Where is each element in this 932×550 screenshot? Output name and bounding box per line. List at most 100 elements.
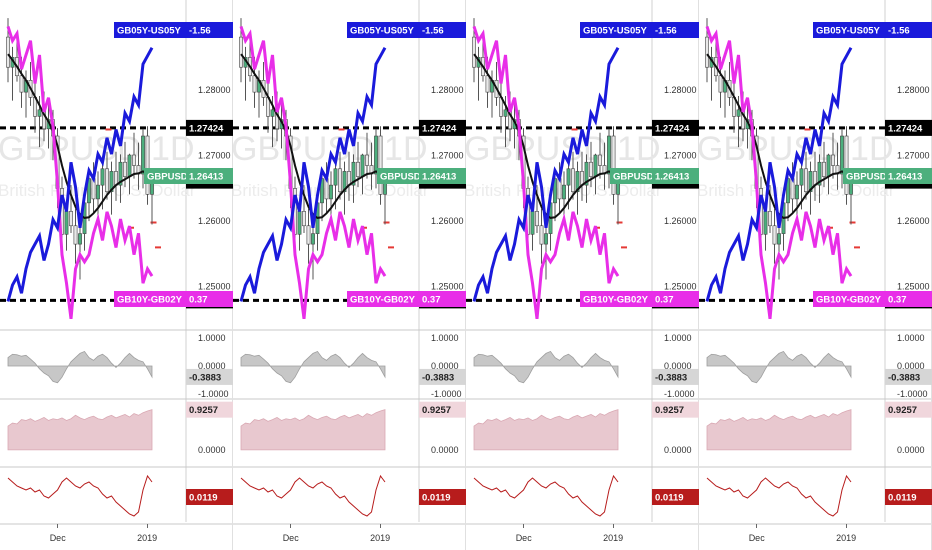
- osc1-area: [240, 350, 386, 384]
- candle-body-up: [530, 211, 535, 235]
- tag-gb05y-us05y-name: GB05Y-US05Y: [816, 26, 881, 37]
- candle[interactable]: [141, 128, 145, 189]
- candle[interactable]: [840, 128, 844, 189]
- candle[interactable]: [10, 46, 15, 101]
- candle[interactable]: [611, 126, 616, 205]
- candle[interactable]: [598, 132, 602, 179]
- tag-gbpusd-name-bg: [610, 168, 652, 184]
- candle[interactable]: [266, 81, 270, 133]
- candle[interactable]: [28, 61, 33, 106]
- candle[interactable]: [607, 128, 611, 189]
- candle[interactable]: [732, 81, 736, 133]
- osc1-tick-label: 0.0000: [664, 361, 692, 371]
- tag-gbpusd-value: 1.26413: [888, 172, 922, 183]
- candle[interactable]: [499, 81, 503, 133]
- series-gb10y-gb02y: [6, 25, 154, 320]
- candle[interactable]: [306, 208, 311, 264]
- osc1-area: [473, 350, 619, 384]
- candle-body-down: [73, 225, 78, 245]
- candle[interactable]: [584, 154, 589, 203]
- candle[interactable]: [571, 151, 575, 200]
- candle[interactable]: [804, 151, 808, 200]
- candle[interactable]: [494, 61, 499, 106]
- candle[interactable]: [78, 217, 82, 280]
- candle[interactable]: [808, 161, 813, 215]
- osc2-tick-label: 0.0000: [431, 445, 459, 455]
- tag-gb05y-us05y-name: GB05Y-US05Y: [117, 26, 182, 37]
- candle[interactable]: [709, 46, 714, 101]
- price-tick-label: 1.25000: [664, 282, 697, 292]
- candle[interactable]: [73, 208, 78, 264]
- candle[interactable]: [261, 61, 266, 106]
- candle[interactable]: [562, 171, 566, 218]
- tag-gb10y-gb02y-name-bg: [813, 291, 885, 307]
- osc1-last-label: -0.3883: [885, 368, 932, 385]
- candle[interactable]: [338, 151, 342, 200]
- candle[interactable]: [145, 126, 150, 205]
- candle-body-down: [535, 211, 539, 227]
- candle-body-down: [105, 168, 109, 193]
- candle[interactable]: [575, 161, 580, 215]
- candle[interactable]: [378, 126, 383, 205]
- price-tick-label: 1.26000: [664, 216, 697, 226]
- candle[interactable]: [33, 81, 37, 133]
- osc3-last-label-text: 0.0119: [422, 493, 451, 504]
- candle[interactable]: [342, 161, 347, 215]
- candle[interactable]: [311, 217, 315, 280]
- level-label-text: 1.27424: [422, 123, 457, 134]
- candle[interactable]: [772, 208, 777, 264]
- candle[interactable]: [539, 208, 544, 264]
- candle[interactable]: [817, 154, 822, 203]
- candle[interactable]: [105, 151, 109, 200]
- price-tick-label: 1.25000: [198, 282, 231, 292]
- series-gb05y-us05y: [472, 47, 620, 302]
- candle-body-up: [826, 154, 831, 177]
- level-label-bg: [652, 119, 699, 136]
- candle[interactable]: [365, 132, 369, 179]
- candle-body-down: [347, 171, 351, 186]
- osc1-tick-label: 1.0000: [897, 333, 925, 343]
- candle-body-up: [333, 168, 338, 186]
- candle[interactable]: [351, 154, 356, 203]
- candle[interactable]: [476, 46, 481, 101]
- osc2-last-label: 0.9257: [652, 401, 699, 418]
- candle-body-up: [141, 135, 145, 175]
- candle-body-up: [37, 109, 42, 117]
- candle-body-down: [580, 171, 584, 186]
- candle[interactable]: [243, 46, 248, 101]
- candle[interactable]: [132, 132, 136, 179]
- candle[interactable]: [727, 61, 732, 106]
- candle[interactable]: [844, 126, 849, 205]
- osc2-last-label: 0.9257: [885, 401, 932, 418]
- candle[interactable]: [544, 217, 548, 280]
- candle[interactable]: [831, 132, 835, 179]
- candle[interactable]: [109, 161, 114, 215]
- price-tick-label: 1.25000: [431, 282, 464, 292]
- tag-gb10y-gb02y-value: 0.37: [655, 295, 674, 306]
- candle[interactable]: [118, 154, 123, 203]
- osc2-tick-label: 0.0000: [897, 445, 925, 455]
- osc3-last-label: 0.0119: [652, 489, 699, 505]
- candle-body-up: [777, 233, 781, 245]
- osc2-last-label-text: 0.9257: [189, 405, 218, 416]
- candle[interactable]: [96, 171, 100, 218]
- price-tick-label: 1.28000: [198, 85, 231, 95]
- tag-gb05y-us05y-name-bg: [813, 22, 885, 38]
- candle[interactable]: [777, 217, 781, 280]
- tag-gb05y-us05y-name-bg: [580, 22, 652, 38]
- candle[interactable]: [795, 171, 799, 218]
- tag-gbpusd-value-bg: [186, 168, 233, 184]
- candle[interactable]: [374, 128, 378, 189]
- tag-gbpusd-name-bg: [144, 168, 186, 184]
- osc1-area: [706, 350, 852, 384]
- osc1-tick-label: -1.0000: [664, 389, 695, 399]
- candle[interactable]: [329, 171, 333, 218]
- osc2-area: [7, 409, 153, 451]
- series-gb05y-us05y: [6, 47, 154, 302]
- candle-body-up: [127, 154, 132, 177]
